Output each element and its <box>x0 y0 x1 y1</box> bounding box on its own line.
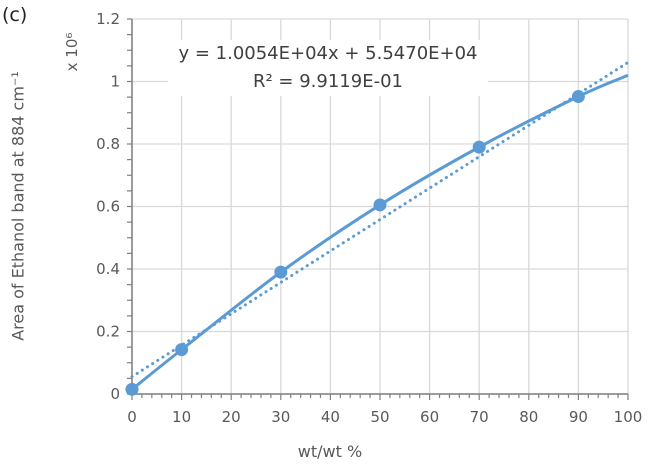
svg-text:50: 50 <box>370 408 389 426</box>
svg-text:10: 10 <box>172 408 191 426</box>
data-point <box>175 343 189 357</box>
data-point <box>373 198 387 212</box>
tick-labels: 0 10 20 30 40 50 60 70 80 90 100 0 0.2 0.4 0.6 0.8 1 1.2 <box>96 10 642 426</box>
svg-text:1: 1 <box>110 73 120 91</box>
svg-text:0.2: 0.2 <box>96 323 120 341</box>
svg-text:40: 40 <box>321 408 340 426</box>
data-markers <box>125 90 585 396</box>
equation-text: y = 1.0054E+04x + 5.5470E+04 <box>178 43 478 64</box>
x-axis-title: wt/wt % <box>297 442 363 461</box>
panel-label: (c) <box>2 4 28 26</box>
svg-text:1.2: 1.2 <box>96 10 120 28</box>
r-squared-text: R² = 9.9119E-01 <box>252 71 403 92</box>
svg-text:100: 100 <box>614 408 643 426</box>
data-point <box>274 265 288 279</box>
svg-text:30: 30 <box>271 408 290 426</box>
svg-text:80: 80 <box>519 408 538 426</box>
trendline-equation: y = 1.0054E+04x + 5.5470E+04 R² = 9.9119… <box>168 40 488 96</box>
svg-text:60: 60 <box>420 408 439 426</box>
svg-text:0: 0 <box>127 408 137 426</box>
svg-text:0: 0 <box>110 385 120 403</box>
svg-text:0.4: 0.4 <box>96 260 120 278</box>
svg-text:20: 20 <box>222 408 241 426</box>
svg-text:0.6: 0.6 <box>96 198 120 216</box>
svg-text:70: 70 <box>470 408 489 426</box>
data-point <box>571 90 585 103</box>
data-point <box>472 140 486 154</box>
svg-text:0.8: 0.8 <box>96 135 120 153</box>
svg-text:90: 90 <box>569 408 588 426</box>
axes <box>127 18 629 400</box>
data-point <box>125 382 139 396</box>
